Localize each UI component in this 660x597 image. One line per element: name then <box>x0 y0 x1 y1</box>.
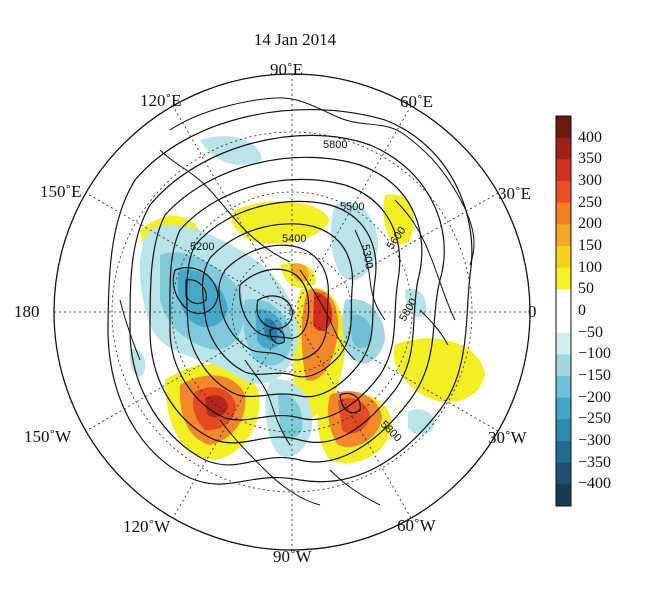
colorbar-tick-label: −50 <box>578 323 604 341</box>
lon-label-180: 180 <box>14 302 40 321</box>
lon-label-30e: 30˚E <box>498 184 532 203</box>
colorbar-tick-label: 150 <box>578 237 602 254</box>
colorbar-cell <box>556 246 571 268</box>
lon-label-60w: 60˚W <box>397 516 436 535</box>
colorbar-cell <box>556 267 571 290</box>
colorbar-cell <box>556 159 571 182</box>
contour-label: 5500 <box>340 201 364 213</box>
graticule <box>54 74 530 550</box>
colorbar-tick-label: −300 <box>578 432 612 449</box>
colorbar-cell <box>556 116 571 138</box>
lon-label-120w: 120˚W <box>123 517 171 536</box>
colorbar-cell <box>556 462 571 485</box>
map-boundary <box>53 73 531 551</box>
lon-label-90e: 90˚E <box>270 60 304 79</box>
colorbar-tick-label: −150 <box>578 367 612 384</box>
colorbar-cell <box>556 202 571 225</box>
colorbar-tick-label: 0 <box>578 302 586 319</box>
lon-label-120e: 120˚E <box>140 91 182 110</box>
colorbar-cell <box>556 397 571 420</box>
colorbar-tick-label: 100 <box>578 258 602 276</box>
colorbar-tick-label: −250 <box>578 410 612 428</box>
colorbar-cell <box>556 441 571 463</box>
lon-label-30w: 30˚W <box>488 428 527 447</box>
colorbar-tick-label: 350 <box>578 150 602 168</box>
colorbar-cell <box>556 376 571 398</box>
colorbar-cell <box>556 224 571 247</box>
height-contours <box>107 109 473 485</box>
contour-label: 5800 <box>323 139 347 151</box>
colorbar-tick-label: 50 <box>578 280 594 298</box>
lon-label-0: 0 <box>528 302 537 321</box>
contour-label: 5200 <box>190 241 214 253</box>
colorbar-cell <box>556 137 571 160</box>
lon-label-60e: 60˚E <box>400 92 434 111</box>
lon-label-150e: 150˚E <box>40 182 82 201</box>
colorbar-cell <box>556 289 571 312</box>
colorbar-cell <box>556 332 571 355</box>
colorbar-tick-label: −200 <box>578 388 612 406</box>
colorbar-tick-label: 250 <box>578 193 602 211</box>
colorbar-cell <box>556 354 571 377</box>
colorbar-cell <box>556 484 571 507</box>
contour-label: 5300 <box>359 243 375 269</box>
colorbar <box>555 115 572 507</box>
colorbar-cell <box>556 311 571 333</box>
colorbar-frame <box>555 115 572 507</box>
lon-label-150w: 150˚W <box>24 427 72 446</box>
colorbar-tick-label: 300 <box>578 172 602 189</box>
colorbar-tick-label: 400 <box>578 128 602 146</box>
colorbar-tick-label: 200 <box>578 215 602 233</box>
map-title: 14 Jan 2014 <box>253 30 337 49</box>
lon-label-90w: 90˚W <box>273 547 312 566</box>
colorbar-cell <box>556 181 571 203</box>
colorbar-tick-label: −400 <box>578 475 612 493</box>
colorbar-tick-label: −100 <box>578 345 612 363</box>
colorbar-tick-label: −350 <box>578 453 612 471</box>
coastlines <box>119 97 475 506</box>
colorbar-cell <box>556 419 571 442</box>
map-disk: 5800 5500 5400 5300 5600 5800 5200 5800 <box>54 74 530 550</box>
contour-label: 5400 <box>282 233 306 245</box>
